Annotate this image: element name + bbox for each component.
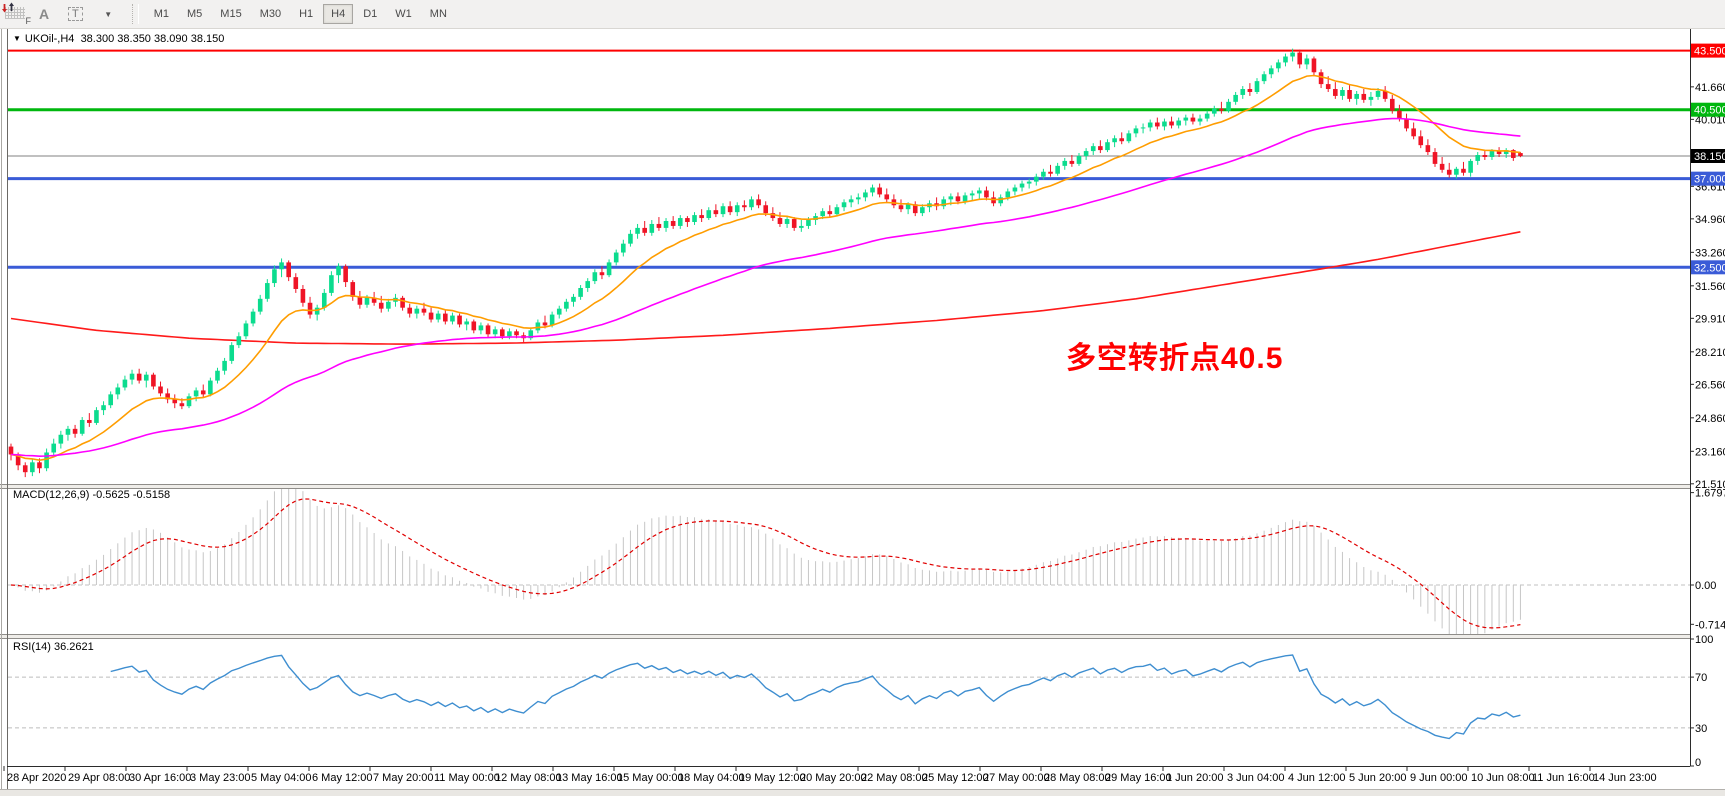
timeframe-m1-button[interactable]: M1 — [146, 4, 177, 24]
svg-text:29 Apr 08:00: 29 Apr 08:00 — [68, 772, 130, 784]
arrows-tool-icon — [2, 2, 14, 13]
arrows-tool-button[interactable]: ▼ — [2, 2, 120, 25]
timeframe-d1-button[interactable]: D1 — [355, 4, 385, 24]
svg-text:23.160: 23.160 — [1695, 446, 1725, 458]
svg-text:33.260: 33.260 — [1695, 247, 1725, 259]
top-toolbar: F A T ▼ M1 M5 M15 M30 H1 H4 D1 W1 MN — [0, 0, 1725, 29]
svg-text:34.960: 34.960 — [1695, 214, 1725, 226]
svg-text:21.510: 21.510 — [1695, 479, 1725, 491]
svg-text:11 Jun 16:00: 11 Jun 16:00 — [1532, 772, 1595, 784]
svg-text:32.500: 32.500 — [1694, 262, 1725, 274]
symbol-name: UKOil-,H4 — [24, 33, 75, 45]
svg-text:4 Jun 12:00: 4 Jun 12:00 — [1288, 772, 1346, 784]
rsi-panel[interactable] — [8, 654, 1690, 740]
svg-text:28.210: 28.210 — [1695, 347, 1725, 359]
svg-text:22 May 08:00: 22 May 08:00 — [861, 772, 928, 784]
svg-text:30: 30 — [1695, 723, 1707, 735]
svg-text:3 Jun 04:00: 3 Jun 04:00 — [1227, 772, 1285, 784]
text-label-tool-button[interactable]: T — [61, 3, 90, 25]
svg-text:1.6797: 1.6797 — [1695, 488, 1725, 500]
macd-indicator-label: MACD(12,26,9) -0.5625 -0.5158 — [13, 489, 171, 501]
ma-fast-line[interactable] — [10, 74, 1521, 462]
timeframe-h1-button[interactable]: H1 — [291, 4, 321, 24]
svg-text:24.860: 24.860 — [1695, 413, 1725, 425]
symbol-collapse-icon[interactable]: ▼ — [13, 34, 21, 43]
ohlc-high: 38.350 — [117, 33, 151, 45]
svg-text:5 May 04:00: 5 May 04:00 — [251, 772, 312, 784]
window-bottom-strip — [0, 789, 1725, 796]
svg-text:25 May 12:00: 25 May 12:00 — [922, 772, 989, 784]
timeframe-w1-button[interactable]: W1 — [387, 4, 420, 24]
chevron-down-icon: ▼ — [104, 9, 113, 19]
ma-slow-line[interactable] — [10, 231, 1521, 345]
handle-f-label: F — [25, 16, 32, 26]
price-axis: 41.66040.01036.61034.96033.26031.56029.9… — [1690, 43, 1725, 769]
timeframe-mn-button[interactable]: MN — [422, 4, 455, 24]
drag-dots-icon — [5, 7, 25, 19]
svg-text:-0.7149: -0.7149 — [1695, 619, 1725, 631]
svg-text:27 May 00:00: 27 May 00:00 — [983, 772, 1050, 784]
svg-text:14 Jun 23:00: 14 Jun 23:00 — [1593, 772, 1657, 784]
svg-text:31.560: 31.560 — [1695, 281, 1725, 293]
svg-text:43.500: 43.500 — [1694, 46, 1725, 58]
timeframe-m30-button[interactable]: M30 — [252, 4, 289, 24]
chart-annotation-text: 多空转折点40.5 — [1066, 342, 1284, 375]
svg-text:38.150: 38.150 — [1694, 151, 1725, 163]
svg-text:29.910: 29.910 — [1695, 313, 1725, 325]
svg-text:9 Jun 00:00: 9 Jun 00:00 — [1410, 772, 1468, 784]
svg-text:15 May 00:00: 15 May 00:00 — [617, 772, 684, 784]
macd-panel[interactable] — [8, 482, 1690, 640]
svg-text:7 May 20:00: 7 May 20:00 — [373, 772, 434, 784]
svg-text:28 May 08:00: 28 May 08:00 — [1044, 772, 1111, 784]
rsi-line — [110, 654, 1521, 740]
svg-text:20 May 20:00: 20 May 20:00 — [800, 772, 867, 784]
toolbar-separator — [131, 4, 139, 24]
svg-text:40.500: 40.500 — [1694, 105, 1725, 117]
svg-text:6 May 12:00: 6 May 12:00 — [312, 772, 373, 784]
svg-text:3 May 23:00: 3 May 23:00 — [190, 772, 251, 784]
text-label-icon: T — [68, 7, 83, 21]
svg-text:1 Jun 20:00: 1 Jun 20:00 — [1166, 772, 1224, 784]
ohlc-close: 38.150 — [190, 33, 225, 45]
svg-text:10 Jun 08:00: 10 Jun 08:00 — [1471, 772, 1535, 784]
rsi-indicator-label: RSI(14) 36.2621 — [13, 641, 94, 653]
svg-text:30 Apr 16:00: 30 Apr 16:00 — [129, 772, 191, 784]
toolbar-drag-handle[interactable]: F — [3, 5, 32, 26]
svg-text:40.010: 40.010 — [1695, 114, 1725, 126]
svg-text:11 May 00:00: 11 May 00:00 — [434, 772, 500, 784]
svg-text:0: 0 — [1695, 757, 1701, 769]
chart-title: ▼ UKOil-,H4 38.300 38.350 38.090 38.150 — [13, 33, 224, 45]
timeframe-h4-button[interactable]: H4 — [323, 4, 354, 24]
ohlc-open: 38.300 — [80, 33, 115, 45]
svg-text:41.660: 41.660 — [1695, 82, 1725, 94]
timeframe-m5-button[interactable]: M5 — [179, 4, 210, 24]
svg-text:13 May 16:00: 13 May 16:00 — [556, 772, 623, 784]
ohlc-low: 38.090 — [154, 33, 188, 45]
svg-text:70: 70 — [1695, 672, 1707, 684]
ma-mid-line[interactable] — [10, 117, 1521, 458]
svg-text:29 May 16:00: 29 May 16:00 — [1105, 772, 1172, 784]
svg-text:28 Apr 2020: 28 Apr 2020 — [7, 772, 66, 784]
svg-text:12 May 08:00: 12 May 08:00 — [495, 772, 562, 784]
svg-text:100: 100 — [1695, 634, 1713, 646]
svg-text:18 May 04:00: 18 May 04:00 — [678, 772, 745, 784]
text-tool-button[interactable]: A — [31, 3, 57, 25]
svg-text:5 Jun 20:00: 5 Jun 20:00 — [1349, 772, 1407, 784]
svg-text:26.560: 26.560 — [1695, 379, 1725, 391]
svg-text:19 May 12:00: 19 May 12:00 — [739, 772, 806, 784]
timeframe-m15-button[interactable]: M15 — [212, 4, 249, 24]
macd-signal-line — [10, 498, 1521, 629]
main-price-panel[interactable] — [8, 48, 1690, 478]
svg-text:37.000: 37.000 — [1694, 174, 1725, 186]
svg-text:0.00: 0.00 — [1695, 580, 1716, 592]
